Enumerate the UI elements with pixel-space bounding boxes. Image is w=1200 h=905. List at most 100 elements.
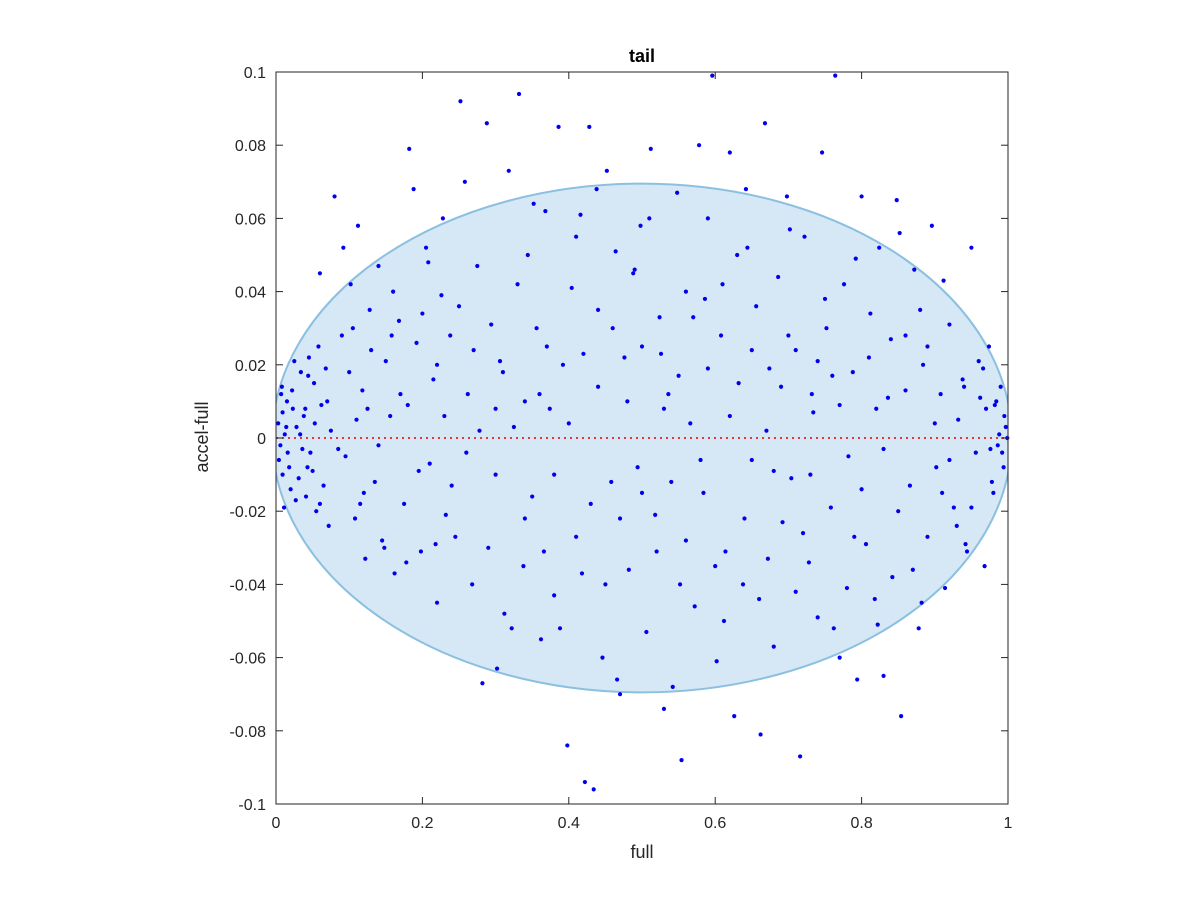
data-point	[919, 600, 924, 605]
data-point	[574, 534, 579, 539]
data-point	[326, 523, 331, 528]
data-point	[360, 388, 365, 393]
data-point	[279, 391, 284, 397]
data-point	[581, 351, 586, 356]
data-point	[632, 267, 637, 272]
data-point	[311, 381, 317, 386]
data-point	[806, 560, 811, 565]
data-point	[631, 271, 636, 276]
data-point	[669, 479, 674, 485]
data-point	[778, 384, 784, 389]
data-point	[534, 326, 539, 331]
data-point	[303, 406, 308, 411]
data-point	[727, 150, 732, 155]
data-point	[475, 263, 480, 269]
data-point	[735, 252, 740, 258]
data-point	[582, 779, 588, 785]
data-point	[314, 509, 319, 514]
data-point	[947, 457, 952, 463]
data-point	[973, 450, 978, 455]
data-point	[462, 179, 467, 184]
data-point	[758, 732, 763, 737]
data-point	[439, 293, 444, 298]
data-point	[639, 490, 645, 495]
y-tick-label: 0.04	[235, 285, 266, 302]
data-point	[433, 542, 438, 547]
data-point	[658, 351, 664, 356]
y-axis-label: accel-full	[192, 401, 212, 472]
data-point	[885, 395, 891, 400]
data-point	[978, 395, 983, 400]
data-point	[323, 366, 328, 371]
data-point	[281, 505, 287, 510]
x-axis-label: full	[630, 842, 653, 862]
data-point	[688, 421, 693, 426]
data-point	[290, 406, 295, 411]
data-point	[287, 465, 292, 470]
data-point	[718, 333, 724, 338]
data-point	[319, 402, 324, 408]
data-point	[300, 446, 305, 452]
data-point	[434, 600, 440, 605]
data-point	[282, 432, 287, 437]
data-point	[288, 487, 293, 492]
data-point	[453, 534, 458, 539]
data-point	[552, 593, 557, 598]
data-point	[506, 168, 511, 173]
data-point	[683, 289, 689, 294]
data-point	[815, 615, 820, 620]
data-point	[321, 483, 326, 488]
data-point	[644, 629, 649, 635]
data-point	[991, 490, 996, 495]
data-point	[348, 282, 353, 287]
data-point	[675, 190, 680, 195]
data-point	[354, 417, 359, 422]
y-tick-label: -0.08	[230, 724, 267, 741]
data-point	[336, 446, 341, 452]
data-point	[509, 626, 514, 631]
x-tick-label: 0.2	[411, 815, 433, 832]
data-point	[522, 399, 527, 404]
data-point	[995, 443, 1000, 448]
data-point	[423, 245, 429, 250]
data-point	[866, 355, 872, 360]
data-point	[819, 150, 825, 155]
data-point	[610, 326, 615, 331]
data-point	[822, 296, 828, 302]
data-point	[705, 366, 710, 371]
data-point	[594, 187, 599, 192]
data-point	[376, 263, 381, 269]
data-point	[941, 278, 946, 283]
data-point	[982, 564, 987, 569]
data-point	[702, 296, 708, 302]
y-tick-label: -0.06	[230, 651, 267, 668]
data-point	[920, 362, 926, 367]
data-point	[940, 490, 945, 495]
data-point	[480, 681, 485, 686]
data-point	[910, 567, 915, 572]
data-point	[863, 542, 869, 547]
data-point	[793, 589, 798, 594]
data-point	[961, 384, 967, 389]
data-point	[477, 428, 482, 433]
data-point	[615, 677, 620, 682]
data-point	[745, 245, 750, 250]
data-point	[723, 549, 728, 554]
data-point	[515, 282, 520, 287]
data-point	[294, 424, 299, 430]
chart-title: tail	[629, 46, 655, 66]
data-point	[841, 282, 847, 287]
data-point	[470, 582, 475, 587]
data-point	[280, 410, 285, 415]
data-point	[443, 512, 448, 517]
x-tick-label: 0	[272, 815, 281, 832]
data-point	[666, 391, 671, 397]
data-point	[798, 754, 803, 759]
data-point	[595, 384, 601, 389]
data-point	[363, 556, 368, 561]
data-point	[732, 714, 737, 719]
data-point	[298, 432, 303, 437]
data-point	[308, 450, 313, 455]
data-point	[293, 498, 298, 503]
data-point	[951, 505, 956, 510]
